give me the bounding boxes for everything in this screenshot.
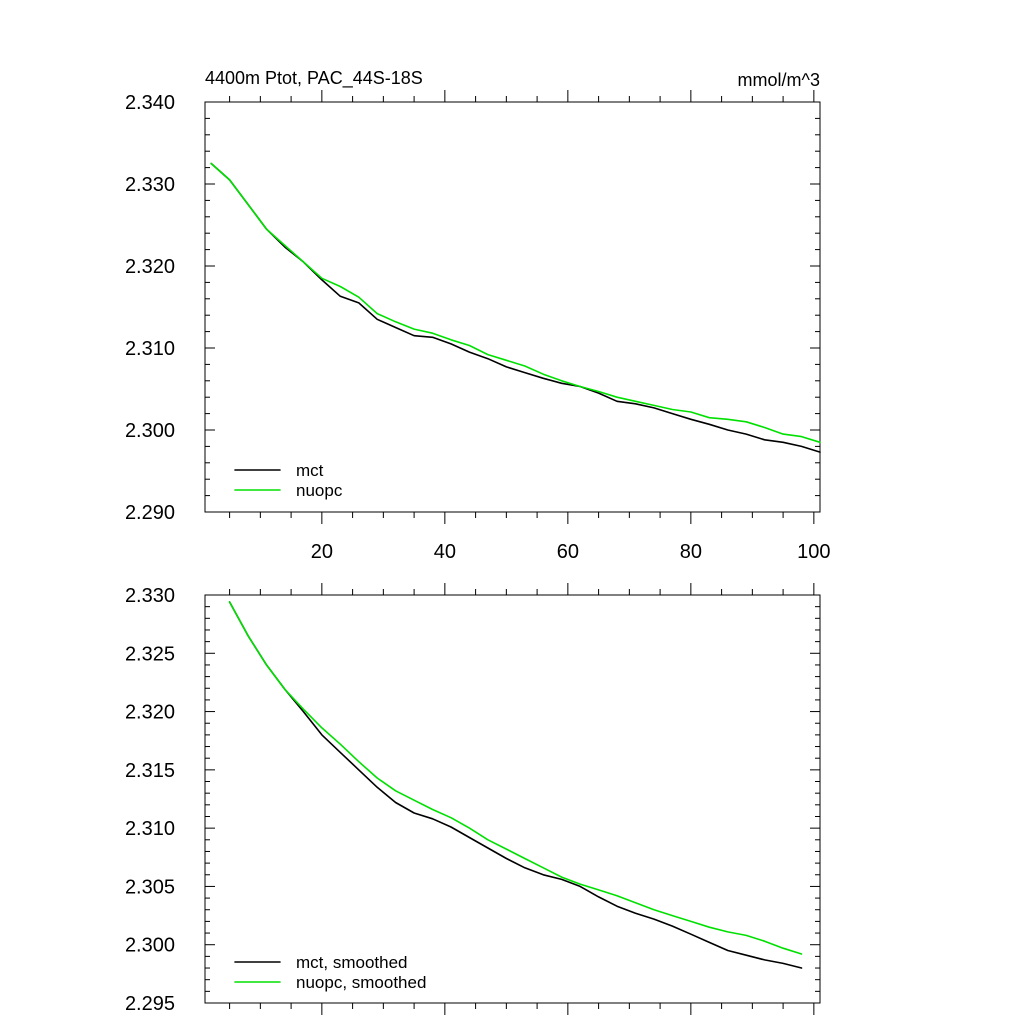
y-tick-label: 2.320: [125, 702, 175, 724]
legend-label-mct: mct: [296, 461, 324, 480]
y-tick-label: 2.325: [125, 643, 175, 665]
legend: mct nuopc: [234, 461, 343, 500]
y-tick-label: 2.330: [125, 585, 175, 607]
legend-label-mct-smoothed: mct, smoothed: [296, 953, 408, 972]
chart-title: 4400m Ptot, PAC_44S-18S: [205, 68, 423, 89]
series-line-mct: [210, 162, 821, 453]
y-tick-label: 2.310: [125, 818, 175, 840]
series-lines: [210, 162, 821, 453]
plot-frame: [204, 594, 821, 1004]
y-tick-label: 2.320: [125, 256, 175, 278]
y-tick-label: 2.300: [125, 935, 175, 957]
y-tick-label: 2.340: [125, 92, 175, 114]
x-tick-label: 20: [311, 541, 333, 563]
y-tick-label: 2.290: [125, 502, 175, 524]
y-tick-label: 2.310: [125, 338, 175, 360]
y-tick-label: 2.330: [125, 174, 175, 196]
x-tick-label: 80: [680, 541, 702, 563]
series-line-nuopc: [210, 162, 821, 444]
x-tick-label: 40: [434, 541, 456, 563]
plot-frame: [204, 101, 821, 513]
x-tick-labels: 20 40 60 80 100: [311, 541, 831, 563]
y-tick-label: 2.300: [125, 420, 175, 442]
legend-label-nuopc: nuopc: [296, 481, 343, 500]
series-line-mct-smoothed: [228, 601, 803, 969]
y-tick-label: 2.305: [125, 876, 175, 898]
chart-panel-smoothed: 2.295 2.300 2.305 2.310 2.315 2.320 2.325 2.330…: [125, 583, 821, 1015]
y-tick-labels: 2.295 2.300 2.305 2.310 2.315 2.320 2.325 2.330: [125, 585, 175, 1015]
legend: mct, smoothed nuopc, smoothed: [234, 953, 426, 992]
legend-label-nuopc-smoothed: nuopc, smoothed: [296, 973, 426, 992]
tick-marks: [205, 583, 820, 1015]
tick-marks: [205, 90, 820, 524]
units-label: mmol/m^3: [738, 70, 820, 90]
y-tick-label: 2.315: [125, 760, 175, 782]
series-lines: [228, 601, 803, 969]
x-tick-label: 60: [557, 541, 579, 563]
series-line-nuopc-smoothed: [228, 601, 803, 955]
y-tick-labels: 2.290 2.300 2.310 2.320 2.330 2.340: [125, 92, 175, 524]
chart-panel-raw: 4400m Ptot, PAC_44S-18S mmol/m^3 2.2902.…: [125, 68, 831, 563]
y-tick-label: 2.295: [125, 993, 175, 1015]
x-tick-label: 100: [797, 541, 830, 563]
